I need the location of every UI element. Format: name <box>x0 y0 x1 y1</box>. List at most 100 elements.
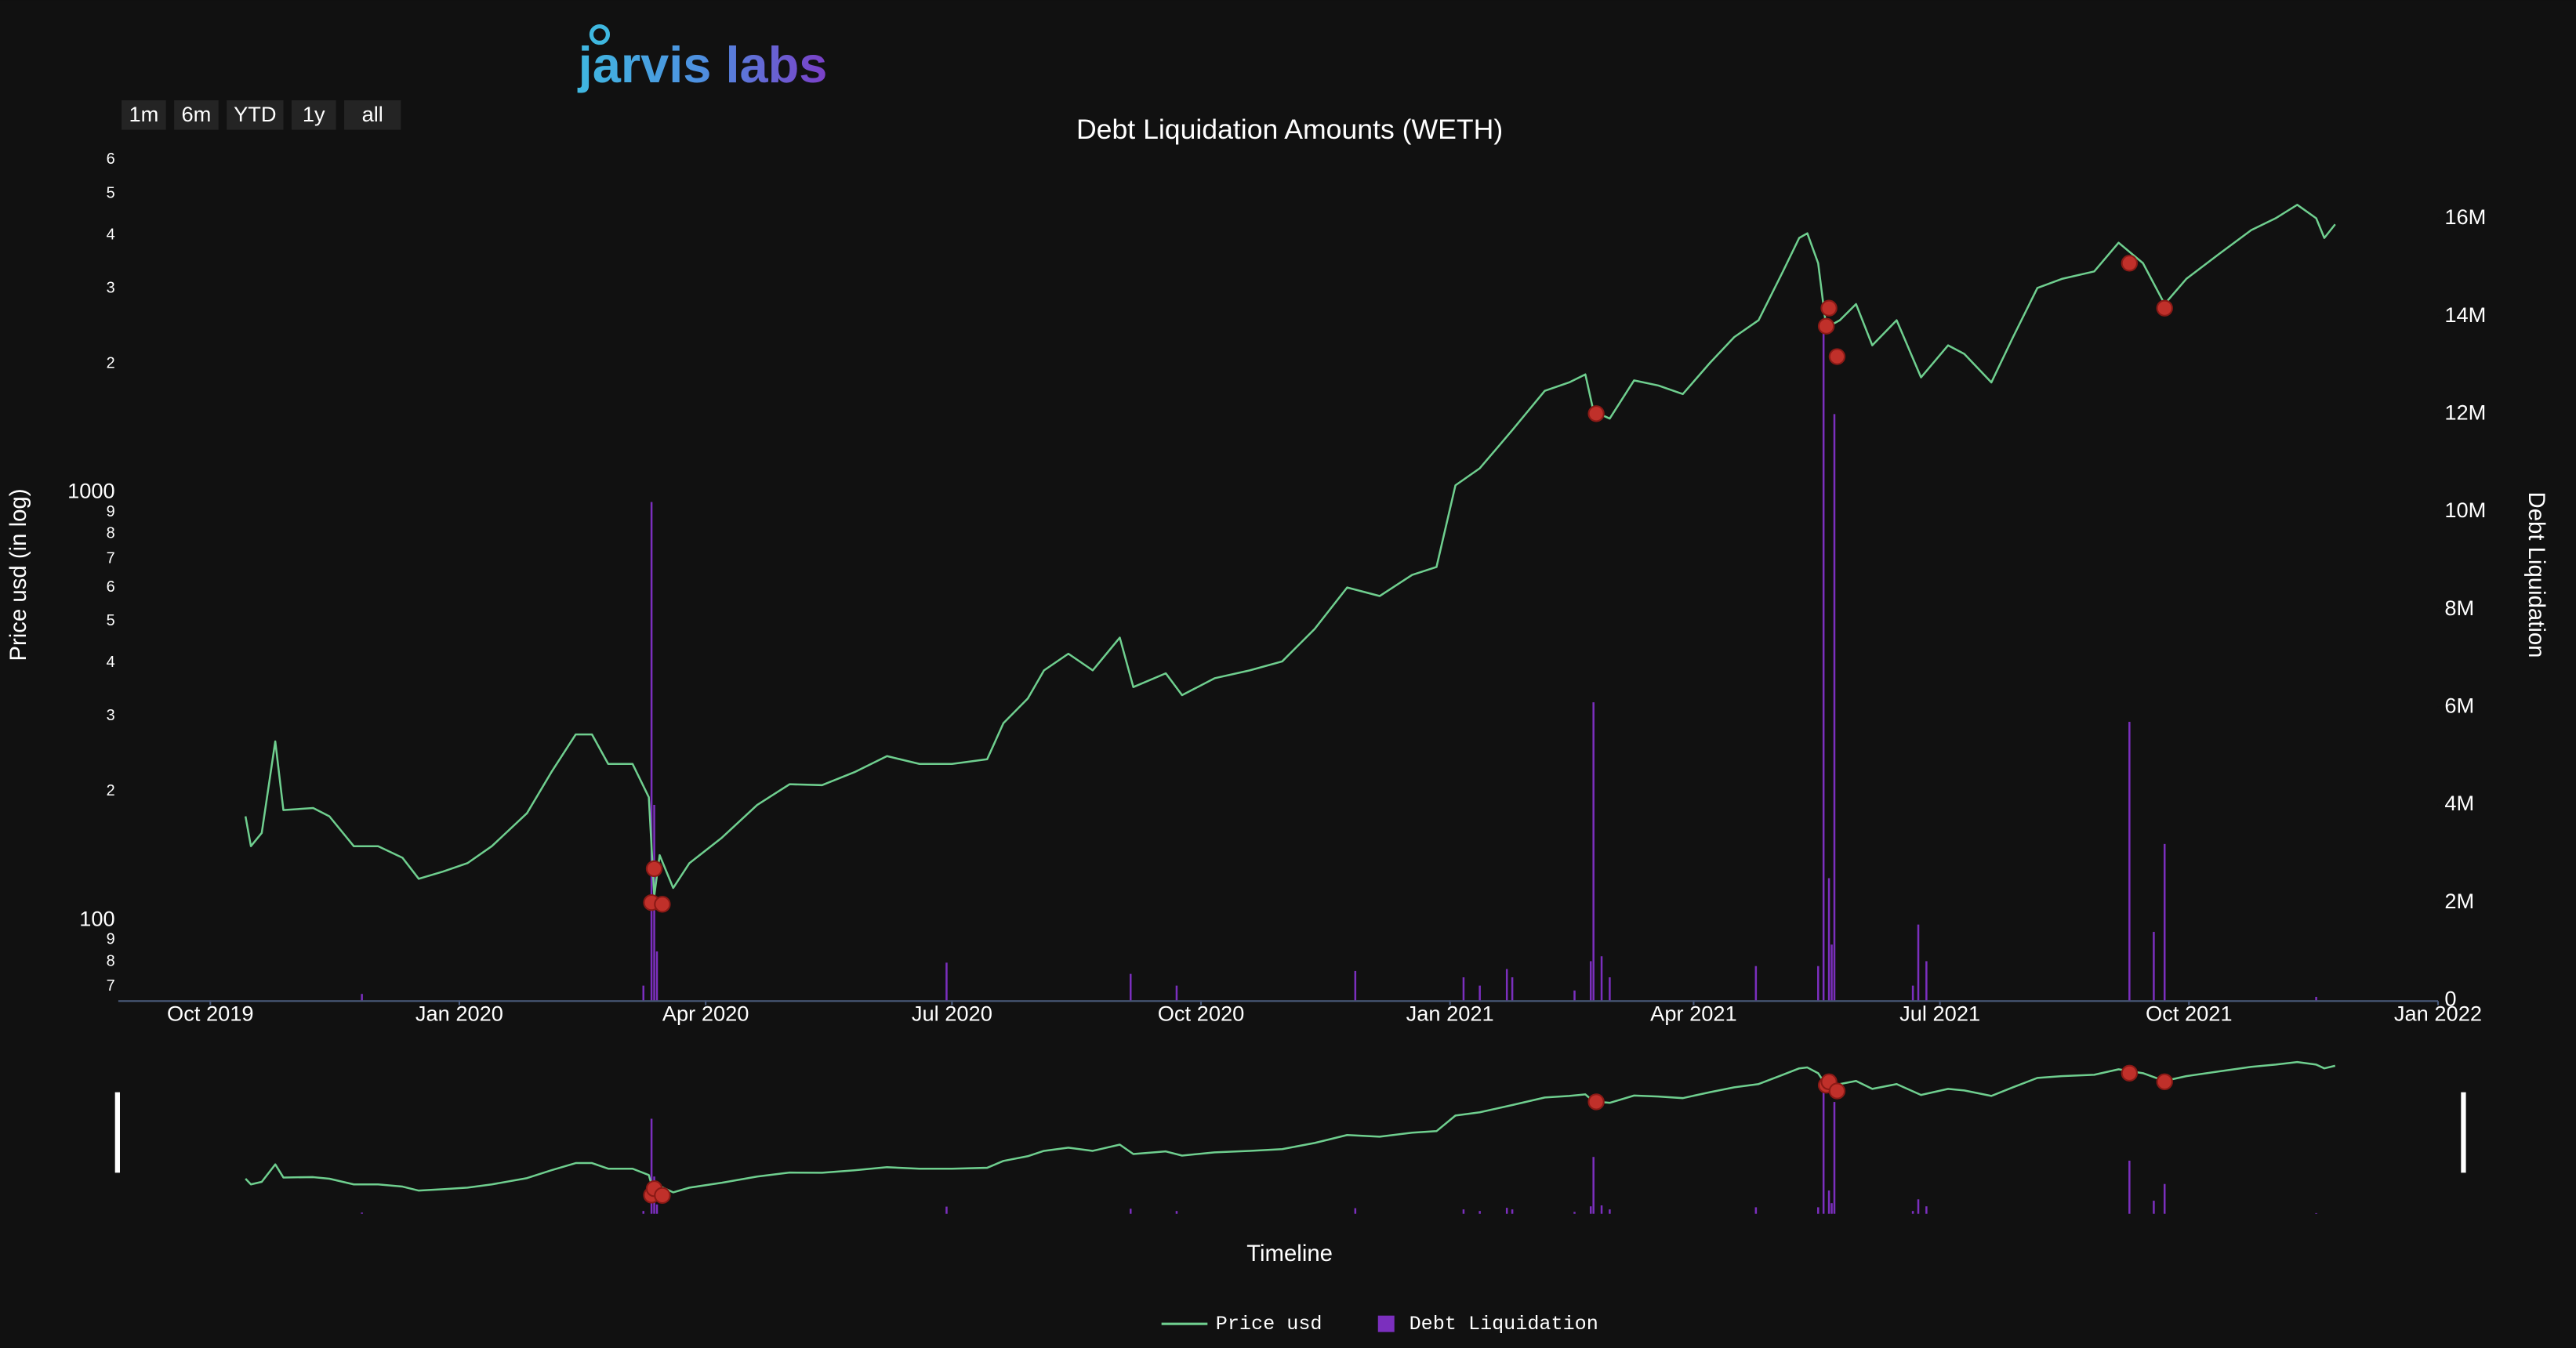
bar <box>1589 961 1592 1001</box>
y-tick-label: 6 <box>107 578 115 596</box>
mini-price-line <box>245 1060 2336 1195</box>
plot-area <box>244 204 2336 1001</box>
mini-liquidation-marker <box>2156 1073 2173 1090</box>
mini-liquidation-marker <box>654 1187 671 1205</box>
y-tick-label: 3 <box>107 279 115 296</box>
bar <box>1754 966 1758 1001</box>
range-button-label[interactable]: all <box>362 102 383 126</box>
y-tick-label: 6 <box>107 150 115 168</box>
x-tick-label: Apr 2020 <box>662 1001 749 1025</box>
y2-tick-label: 16M <box>2444 205 2486 229</box>
y-tick-label: 8 <box>107 952 115 969</box>
range-button[interactable] <box>122 100 166 130</box>
range-button-label[interactable]: YTD <box>234 102 276 126</box>
x-tick-label: Jan 2020 <box>415 1001 503 1025</box>
bar <box>655 951 659 1001</box>
mini-liquidation-marker <box>1828 1082 1846 1100</box>
mini-bar <box>1175 1211 1178 1214</box>
bar <box>1592 702 1595 1001</box>
liquidation-marker <box>1817 317 1835 335</box>
range-button-label[interactable]: 6m <box>182 102 212 126</box>
y2-tick-label: 10M <box>2444 498 2486 522</box>
mini-bar <box>2315 1212 2317 1214</box>
mini-bar <box>1827 1190 1830 1214</box>
mini-bar <box>1129 1208 1132 1214</box>
x-tick-label: Jan 2021 <box>1406 1001 1494 1025</box>
mini-bar <box>1911 1211 1914 1214</box>
liquidation-marker <box>2121 255 2139 272</box>
range-handle-right[interactable] <box>2461 1092 2466 1173</box>
range-button[interactable] <box>227 100 284 130</box>
bar <box>1833 414 1836 1001</box>
x-tick-label: Jan 2022 <box>2394 1001 2482 1025</box>
bar <box>1911 985 1914 1001</box>
mini-bar <box>361 1212 363 1214</box>
y2-tick-label: 6M <box>2444 694 2474 718</box>
legend-swatch <box>1377 1315 1395 1332</box>
mini-bar <box>1573 1212 1576 1214</box>
bar <box>2315 996 2317 1001</box>
x-axis-label: Timeline <box>1246 1241 1333 1266</box>
range-slider-plot <box>245 1060 2336 1214</box>
mini-bar <box>1609 1209 1611 1214</box>
y-tick-label: 100 <box>79 906 114 930</box>
mini-bar <box>1462 1209 1465 1214</box>
bar <box>1478 985 1481 1001</box>
liquidation-marker <box>2156 299 2173 317</box>
logo: jarvis labs <box>577 36 828 93</box>
mini-bar <box>1511 1209 1514 1214</box>
y-tick-label: 7 <box>107 977 115 995</box>
x-tick-label: Oct 2020 <box>1158 1001 1245 1025</box>
mini-bar <box>650 1118 653 1214</box>
bar <box>1925 961 1928 1001</box>
bar <box>1827 878 1830 1001</box>
x-tick-label: Oct 2021 <box>2146 1001 2233 1025</box>
y-tick-label: 9 <box>107 503 115 520</box>
bar <box>945 962 948 1001</box>
mini-bar <box>2163 1183 2166 1214</box>
bar <box>1511 977 1514 1001</box>
x-tick-label: Jul 2020 <box>912 1001 992 1025</box>
bar <box>2128 722 2131 1001</box>
bar <box>1354 970 1357 1001</box>
y2-axis-label: Debt Liquidation <box>2523 492 2549 658</box>
bar <box>2153 932 2155 1001</box>
mini-bar <box>1592 1157 1595 1214</box>
y-tick-label: 8 <box>107 525 115 542</box>
mini-bar <box>1754 1207 1758 1214</box>
range-button[interactable] <box>174 100 219 130</box>
range-button[interactable] <box>291 100 336 130</box>
liquidation-marker <box>1820 299 1838 317</box>
bar <box>2163 843 2166 1001</box>
mini-bar <box>642 1211 644 1214</box>
range-button-label[interactable]: 1m <box>129 102 158 126</box>
range-handle-left[interactable] <box>114 1092 120 1173</box>
x-tick-label: Oct 2019 <box>167 1001 254 1025</box>
y2-tick-label: 4M <box>2444 791 2474 815</box>
logo-dot <box>589 24 611 45</box>
mini-bar <box>1600 1205 1603 1214</box>
y-tick-label: 4 <box>107 654 115 671</box>
y2-tick-label: 12M <box>2444 400 2486 425</box>
range-button-label[interactable]: 1y <box>303 102 325 126</box>
range-button[interactable] <box>344 100 401 130</box>
liquidation-marker <box>645 860 663 878</box>
price-line <box>244 204 2336 897</box>
bar <box>1822 331 1825 1001</box>
mini-bar <box>655 1204 659 1214</box>
x-tick-label: Jul 2021 <box>1899 1001 1980 1025</box>
mini-bar <box>2128 1160 2131 1214</box>
legend-label: Price usd <box>1216 1313 1322 1335</box>
chart-title: Debt Liquidation Amounts (WETH) <box>1076 114 1503 145</box>
mini-bar <box>1589 1206 1592 1214</box>
legend-label: Debt Liquidation <box>1410 1313 1598 1335</box>
y-tick-label: 4 <box>107 226 115 243</box>
y-axis-label: Price usd (in log) <box>5 488 31 661</box>
mini-bar <box>1917 1199 1920 1214</box>
y-tick-label: 7 <box>107 549 115 567</box>
mini-bar <box>1478 1211 1481 1214</box>
y-tick-label: 5 <box>107 612 115 629</box>
mini-bar <box>1830 1203 1833 1214</box>
liquidation-marker <box>1828 348 1846 365</box>
